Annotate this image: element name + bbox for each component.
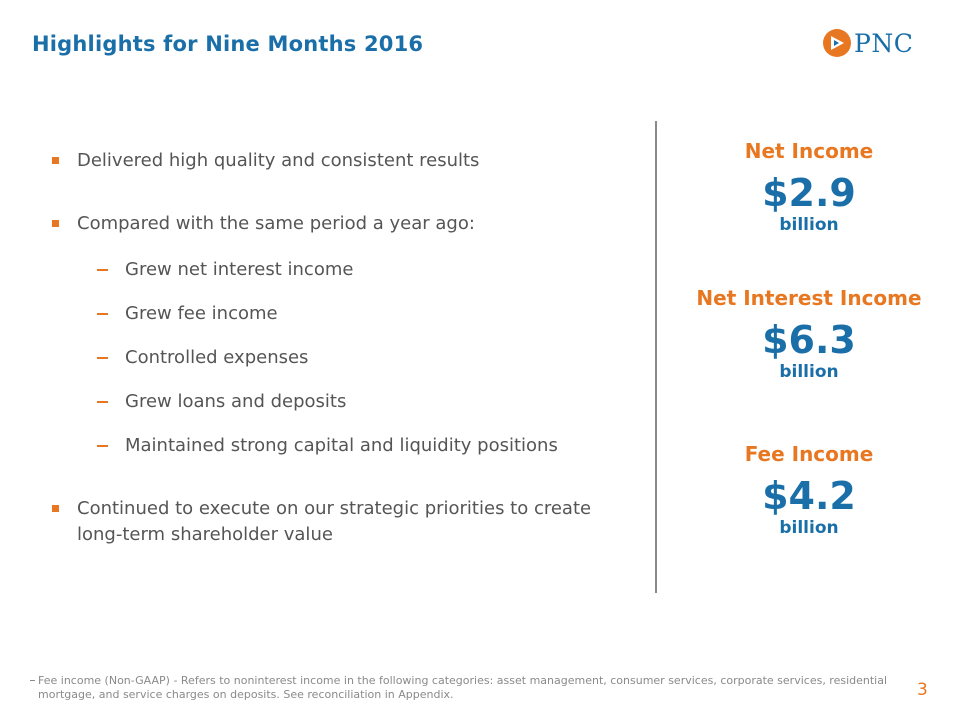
metric-value: $6.3 — [762, 318, 856, 362]
bullet-text: Continued to execute on our strategic pr… — [77, 498, 592, 545]
metric-fee-income: Fee Income $4.2 billion — [670, 442, 948, 538]
footnote-text: Fee income (Non-GAAP) - Refers to nonint… — [38, 674, 888, 701]
bullet-text: Compared with the same period a year ago… — [77, 213, 475, 234]
metric-unit: billion — [779, 518, 839, 538]
metric-label: Net Interest Income — [696, 286, 922, 310]
vertical-divider — [655, 121, 657, 593]
sub-bullet-text: Maintained strong capital and liquidity … — [125, 435, 558, 456]
sub-bullet-item: Maintained strong capital and liquidity … — [97, 433, 558, 459]
metric-unit: billion — [779, 362, 839, 382]
bullet-item: Continued to execute on our strategic pr… — [52, 496, 617, 548]
dash-icon — [97, 357, 108, 359]
metric-net-interest-income: Net Interest Income $6.3 billion — [670, 286, 948, 382]
dash-icon — [97, 401, 108, 403]
logo-text: PNC — [854, 28, 914, 58]
metric-unit: billion — [779, 215, 839, 235]
slide-title: Highlights for Nine Months 2016 — [32, 32, 424, 56]
sub-bullet-item: Grew loans and deposits — [97, 389, 346, 415]
page-number: 3 — [917, 680, 928, 700]
bullet-square-icon — [52, 220, 59, 227]
bullet-text: Delivered high quality and consistent re… — [77, 150, 480, 171]
bullet-item: Compared with the same period a year ago… — [52, 211, 617, 237]
pnc-logo-icon — [823, 29, 851, 57]
sub-bullet-item: Controlled expenses — [97, 345, 308, 371]
sub-bullet-text: Grew net interest income — [125, 259, 354, 280]
metric-label: Fee Income — [744, 442, 874, 466]
sub-bullet-text: Grew loans and deposits — [125, 391, 347, 412]
bullet-item: Delivered high quality and consistent re… — [52, 148, 617, 174]
bullet-square-icon — [52, 157, 59, 164]
footnote-dash-icon — [30, 680, 35, 681]
pnc-logo: PNC — [822, 28, 913, 58]
dash-icon — [97, 445, 108, 447]
dash-icon — [97, 269, 108, 271]
metric-net-income: Net Income $2.9 billion — [670, 139, 948, 235]
sub-bullet-text: Grew fee income — [125, 303, 278, 324]
dash-icon — [97, 313, 108, 315]
metric-value: $4.2 — [762, 474, 856, 518]
sub-bullet-item: Grew net interest income — [97, 257, 353, 283]
sub-bullet-text: Controlled expenses — [125, 347, 309, 368]
bullet-square-icon — [52, 505, 59, 512]
metric-label: Net Income — [744, 139, 874, 163]
footnote: Fee income (Non-GAAP) - Refers to nonint… — [30, 674, 888, 702]
sub-bullet-item: Grew fee income — [97, 301, 278, 327]
metric-value: $2.9 — [762, 171, 856, 215]
